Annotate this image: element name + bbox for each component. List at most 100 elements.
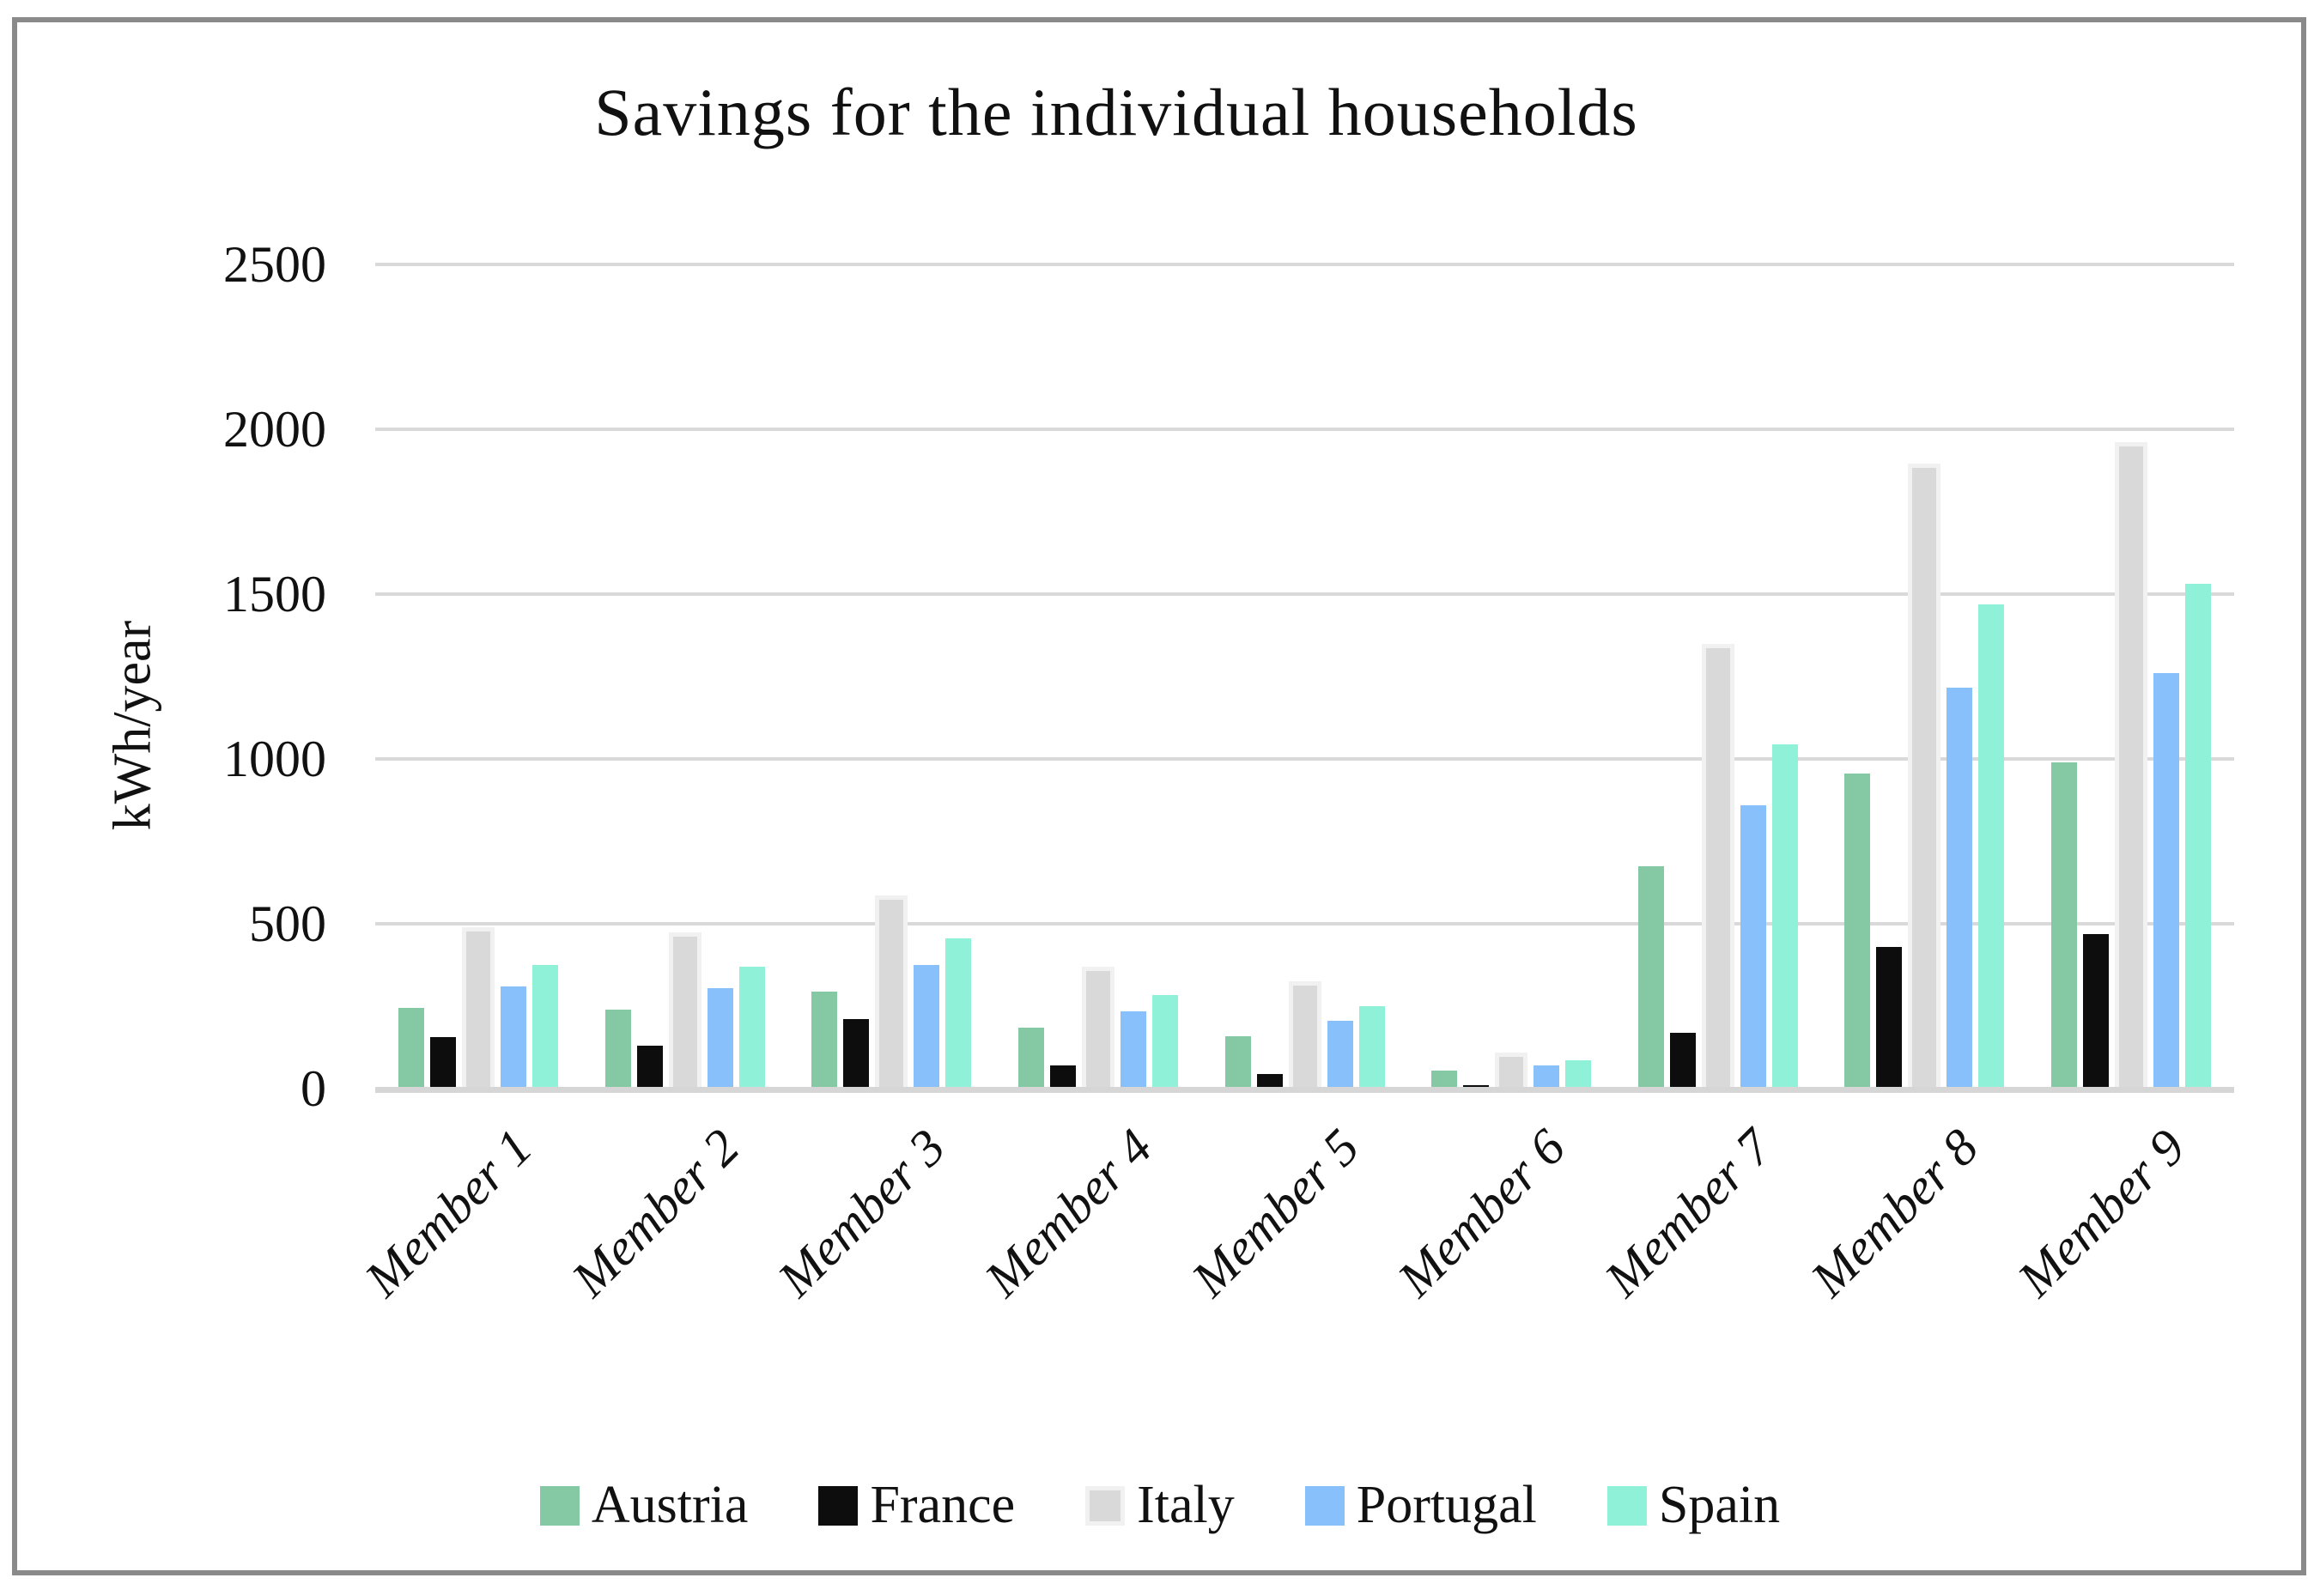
legend-item-italy: Italy xyxy=(1085,1475,1235,1536)
x-label-cell-6: Member 6 xyxy=(1388,1118,1615,1401)
bar-portugal-member-7 xyxy=(1740,804,1766,1089)
x-label-cell-5: Member 5 xyxy=(1181,1118,1408,1401)
legend: Austria France Italy Portugal Spain xyxy=(0,1475,2320,1536)
x-axis-labels: Member 1 Member 2 Member 3 Member 4 Member 5… xyxy=(355,1118,2234,1401)
bar-spain-member-4 xyxy=(1151,994,1178,1089)
chart-title: Savings for the individual households xyxy=(594,75,1638,149)
bar-austria-member-9 xyxy=(2050,762,2077,1089)
gridline-2000 xyxy=(375,428,2234,431)
y-tick-label-500: 500 xyxy=(249,895,326,952)
legend-swatch-italy xyxy=(1085,1485,1126,1526)
bar-spain-member-1 xyxy=(532,965,559,1089)
bar-austria-member-1 xyxy=(398,1007,425,1089)
bar-italy-member-9 xyxy=(2114,442,2147,1089)
bar-group-2 xyxy=(582,264,789,1089)
x-label-member-7: Member 7 xyxy=(1594,1118,1783,1308)
bar-group-9 xyxy=(2028,264,2235,1089)
bar-group-5 xyxy=(1201,264,1408,1089)
y-tick-label-1500: 1500 xyxy=(223,566,326,622)
x-label-cell-7: Member 7 xyxy=(1594,1118,1821,1401)
gridline-2500 xyxy=(375,263,2234,266)
legend-swatch-austria xyxy=(539,1485,580,1526)
x-label-cell-8: Member 8 xyxy=(1801,1118,2028,1401)
bar-spain-member-3 xyxy=(945,938,972,1089)
x-label-member-8: Member 8 xyxy=(1800,1118,1989,1308)
legend-item-spain: Spain xyxy=(1606,1475,1781,1536)
bar-austria-member-8 xyxy=(1844,774,1871,1089)
x-label-member-3: Member 3 xyxy=(767,1118,957,1308)
x-label-member-5: Member 5 xyxy=(1181,1118,1370,1308)
bar-france-member-1 xyxy=(430,1037,457,1089)
legend-item-austria: Austria xyxy=(539,1475,749,1536)
bar-france-member-2 xyxy=(636,1046,663,1089)
legend-swatch-portugal xyxy=(1304,1485,1345,1526)
bar-group-4 xyxy=(995,264,1202,1089)
y-tick-label-1000: 1000 xyxy=(223,731,326,787)
bar-portugal-member-9 xyxy=(2153,673,2179,1089)
bar-italy-member-5 xyxy=(1288,981,1321,1089)
bar-france-member-4 xyxy=(1049,1065,1076,1089)
bar-austria-member-6 xyxy=(1431,1070,1458,1089)
y-tick-label-2000: 2000 xyxy=(223,401,326,458)
bar-portugal-member-5 xyxy=(1327,1021,1353,1089)
bar-austria-member-4 xyxy=(1017,1027,1044,1089)
bar-spain-member-5 xyxy=(1358,1006,1385,1089)
y-tick-label-0: 0 xyxy=(301,1060,326,1117)
bar-group-1 xyxy=(375,264,582,1089)
bar-portugal-member-4 xyxy=(1120,1010,1146,1089)
bar-france-member-9 xyxy=(2082,933,2109,1089)
bar-italy-member-3 xyxy=(875,895,908,1089)
bar-portugal-member-6 xyxy=(1534,1065,1560,1089)
legend-swatch-spain xyxy=(1606,1485,1647,1526)
bar-group-8 xyxy=(1821,264,2028,1089)
x-axis-line xyxy=(375,1087,2234,1093)
bar-spain-member-2 xyxy=(738,966,765,1089)
x-label-member-2: Member 2 xyxy=(561,1118,750,1308)
bar-spain-member-6 xyxy=(1565,1060,1592,1089)
x-label-cell-3: Member 3 xyxy=(768,1118,995,1401)
plot-area xyxy=(375,263,2234,1093)
legend-label-portugal: Portugal xyxy=(1356,1476,1537,1534)
legend-label-austria: Austria xyxy=(591,1476,749,1534)
bar-france-member-7 xyxy=(1669,1032,1696,1089)
gridline-1500 xyxy=(375,592,2234,596)
x-label-cell-2: Member 2 xyxy=(561,1118,789,1401)
x-label-member-4: Member 4 xyxy=(974,1118,1163,1308)
legend-item-france: France xyxy=(818,1475,1015,1536)
bar-portugal-member-2 xyxy=(707,987,733,1089)
legend-item-portugal: Portugal xyxy=(1304,1475,1537,1536)
bar-austria-member-7 xyxy=(1637,865,1664,1089)
bar-italy-member-4 xyxy=(1081,966,1114,1089)
bar-austria-member-2 xyxy=(604,1009,631,1089)
x-label-cell-1: Member 1 xyxy=(355,1118,582,1401)
legend-label-spain: Spain xyxy=(1658,1476,1781,1534)
gridline-1000 xyxy=(375,757,2234,761)
x-label-cell-4: Member 4 xyxy=(974,1118,1202,1401)
bar-spain-member-7 xyxy=(1771,743,1798,1089)
bar-italy-member-7 xyxy=(1701,643,1734,1089)
bar-portugal-member-3 xyxy=(914,965,940,1089)
bar-italy-member-6 xyxy=(1495,1052,1528,1089)
x-label-member-1: Member 1 xyxy=(354,1118,544,1308)
bar-austria-member-5 xyxy=(1224,1035,1251,1089)
bar-italy-member-8 xyxy=(1908,464,1941,1089)
bar-italy-member-1 xyxy=(462,926,495,1089)
bar-group-7 xyxy=(1614,264,1821,1089)
bar-group-6 xyxy=(1408,264,1615,1089)
legend-swatch-france xyxy=(818,1485,859,1526)
bar-france-member-5 xyxy=(1256,1073,1283,1089)
bar-italy-member-2 xyxy=(668,932,701,1089)
legend-label-italy: Italy xyxy=(1137,1476,1235,1534)
bar-portugal-member-1 xyxy=(501,986,527,1089)
bar-austria-member-3 xyxy=(811,991,838,1089)
bar-france-member-3 xyxy=(843,1019,870,1089)
bar-spain-member-8 xyxy=(1978,604,2005,1089)
bar-group-3 xyxy=(788,264,995,1089)
y-axis-title-text: kWh/year xyxy=(103,620,162,831)
gridline-500 xyxy=(375,922,2234,925)
y-tick-label-2500: 2500 xyxy=(223,236,326,293)
bar-france-member-8 xyxy=(1876,946,1903,1089)
x-label-member-9: Member 9 xyxy=(2007,1118,2196,1308)
bar-groups-layer xyxy=(375,264,2234,1089)
x-label-member-6: Member 6 xyxy=(1387,1118,1576,1308)
